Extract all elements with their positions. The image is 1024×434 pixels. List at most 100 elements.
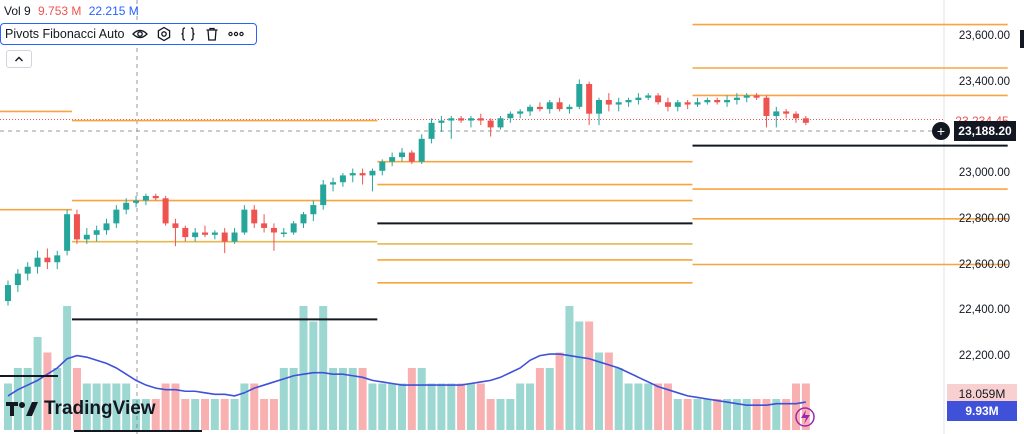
candle-body	[418, 138, 425, 162]
candle-body	[438, 120, 445, 123]
volume-bar	[13, 368, 22, 430]
add-alert-button[interactable]: +	[932, 122, 950, 140]
volume-bar	[388, 383, 397, 430]
volume-ma-line	[7, 353, 806, 406]
candle-body	[527, 106, 534, 112]
settings-icon[interactable]	[155, 25, 173, 43]
volume-bar	[535, 368, 544, 430]
volume-bar	[368, 383, 377, 430]
more-icon[interactable]	[227, 25, 245, 43]
candle-body	[763, 97, 770, 116]
lightning-icon	[795, 407, 815, 427]
volume-bar	[191, 399, 200, 430]
candle-body	[339, 175, 346, 183]
candle-body	[389, 157, 396, 162]
volume-bar	[358, 368, 367, 430]
volume-bar	[506, 399, 515, 430]
volume-value-tag: 18.059M	[947, 384, 1017, 404]
candle-body	[241, 209, 248, 233]
price-axis-tick: 22,400.00	[958, 304, 1010, 316]
volume-bar	[329, 368, 338, 430]
candle-body	[182, 227, 189, 238]
candle-body	[310, 205, 317, 215]
candle-body	[724, 99, 731, 103]
volume-bar	[713, 399, 722, 430]
candle-body	[556, 102, 563, 110]
candle-body	[379, 161, 386, 171]
volume-bar	[299, 306, 308, 430]
volume-bar	[476, 383, 485, 430]
trash-icon[interactable]	[203, 25, 221, 43]
candle-body	[586, 83, 593, 114]
candle-body	[625, 99, 632, 103]
candle-body	[566, 106, 573, 110]
volume-bar	[545, 368, 554, 430]
candle-body	[477, 118, 484, 121]
candle-body	[536, 106, 543, 110]
candle-body	[664, 102, 671, 107]
candle-body	[231, 232, 238, 242]
volume-bar	[82, 383, 91, 430]
volume-ma-legend-value: 22.215 M	[88, 4, 139, 18]
volume-bar	[4, 383, 12, 430]
candle-body	[635, 97, 642, 100]
candle-body	[458, 118, 465, 121]
volume-bar	[585, 321, 594, 430]
volume-bar	[398, 383, 406, 430]
volume-bar	[102, 383, 111, 430]
candle-body	[448, 118, 455, 121]
source-code-icon[interactable]	[179, 25, 197, 43]
volume-bar	[516, 383, 525, 430]
candle-body	[793, 113, 799, 119]
volume-bar	[614, 368, 623, 430]
candle-body	[546, 102, 553, 110]
volume-bar	[732, 399, 741, 430]
candle-body	[743, 95, 750, 98]
volume-legend-label: Vol 9	[4, 4, 31, 18]
volume-bar	[141, 399, 150, 430]
candle-body	[251, 209, 258, 224]
volume-bar	[466, 383, 475, 430]
candle-body	[103, 223, 110, 231]
volume-bar	[526, 383, 535, 430]
tradingview-logo-icon	[6, 402, 38, 416]
price-axis-tick: 23,400.00	[958, 76, 1010, 88]
volume-bar	[161, 383, 170, 430]
volume-bar	[319, 306, 328, 430]
volume-bar	[801, 383, 810, 430]
candle-body	[133, 200, 140, 203]
candle-body	[44, 257, 51, 263]
candle-body	[684, 102, 691, 105]
volume-bar	[663, 383, 672, 430]
volume-bar	[181, 399, 190, 430]
volume-bar	[762, 399, 771, 430]
candle-body	[733, 97, 740, 100]
tradingview-logo: TradingView	[6, 398, 156, 420]
right-edge-handle[interactable]	[1020, 30, 1024, 48]
indicator-legend[interactable]: Pivots Fibonacci Auto	[0, 23, 257, 45]
volume-bar	[634, 383, 643, 430]
candle-body	[615, 102, 622, 105]
lightning-icon-bolt	[801, 410, 810, 424]
candle-body	[261, 223, 268, 228]
candle-body	[655, 95, 662, 103]
volume-legend: Vol 9 9.753 M 22.215 M	[4, 4, 139, 18]
volume-bar	[230, 399, 239, 430]
eye-icon[interactable]	[131, 25, 149, 43]
candle-body	[211, 232, 218, 235]
chevron-up-icon	[15, 56, 23, 62]
volume-bar	[122, 383, 131, 430]
candle-body	[753, 95, 760, 98]
candle-body	[192, 232, 199, 238]
candle-body	[142, 195, 149, 201]
candle-body	[202, 232, 208, 235]
tradingview-wordmark: TradingView	[44, 398, 156, 419]
volume-bar	[683, 399, 692, 430]
candle-body	[369, 170, 376, 176]
volume-bar	[496, 399, 505, 430]
volume-bar	[250, 383, 259, 430]
volume-bar	[151, 399, 160, 430]
candle-body	[330, 182, 337, 185]
collapse-legend-button[interactable]	[6, 50, 32, 68]
